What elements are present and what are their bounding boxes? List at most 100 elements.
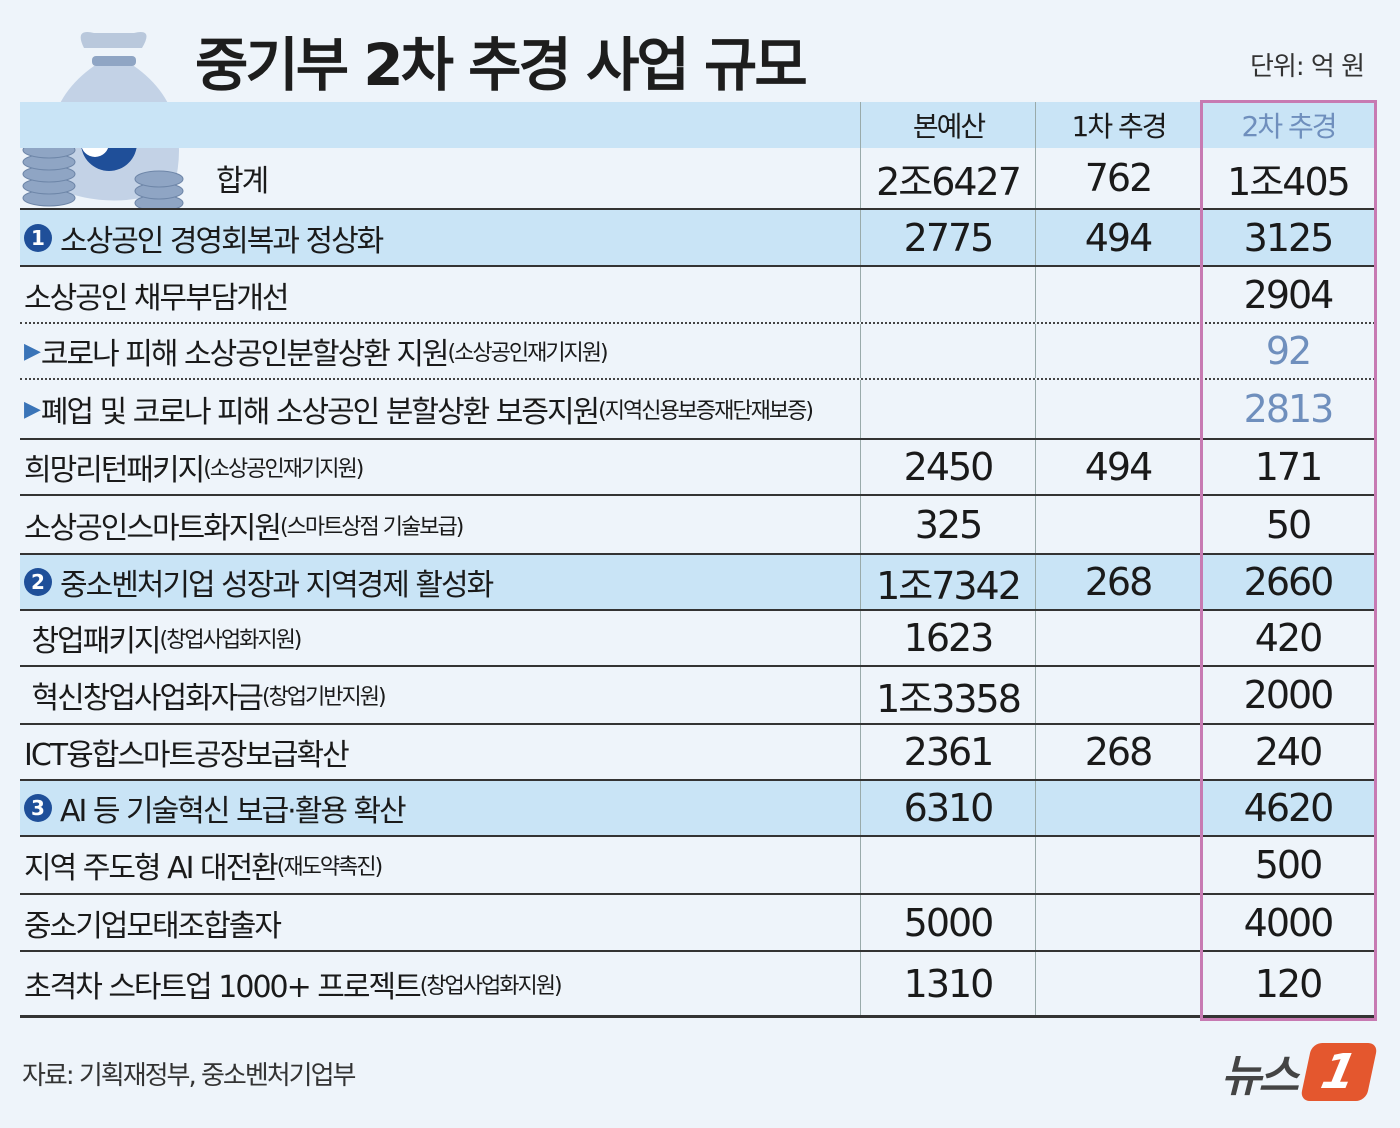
row-label-cell: 소상공인스마트화지원 (스마트상점 기술보급): [20, 496, 860, 553]
value-base-budget: 6310: [860, 781, 1035, 835]
value-first-supplementary: [1035, 895, 1200, 950]
triangle-bullet-icon: ▶: [24, 338, 41, 364]
table-row: ICT융합스마트공장보급확산 2361 268 240: [20, 725, 1375, 781]
value-base-budget: 5000: [860, 895, 1035, 950]
section-row: 3 AI 등 기술혁신 보급·활용 확산 6310 4620: [20, 781, 1375, 837]
row-label-cell: 3 AI 등 기술혁신 보급·활용 확산: [20, 781, 860, 835]
budget-table: 합계 2조6427 762 1조405 1 소상공인 경영회복과 정상화 2775 494 31…: [20, 148, 1375, 1018]
section-row: 2 중소벤처기업 성장과 지역경제 활성화 1조7342 268 2660: [20, 555, 1375, 611]
row-label: 코로나 피해 소상공인분할상환 지원: [40, 337, 450, 372]
value-base-budget: 2775: [860, 210, 1035, 265]
value-second-supplementary: 3125: [1200, 210, 1375, 265]
table-row: 희망리턴패키지 (소상공인재기지원) 2450 494 171: [20, 440, 1375, 496]
value-base-budget: [860, 380, 1035, 438]
row-sublabel: (소상공인재기지원): [203, 457, 364, 482]
value-second-supplementary: 92: [1200, 324, 1375, 378]
table-row: 창업패키지 (창업사업화지원) 1623 420: [20, 611, 1375, 667]
value-second-supplementary: 2000: [1200, 667, 1375, 723]
row-label: 소상공인 경영회복과 정상화: [60, 223, 384, 259]
value-second-supplementary: 4000: [1200, 895, 1375, 950]
row-label-cell: 혁신창업사업화자금 (창업기반지원): [20, 667, 860, 723]
value-first-supplementary: 268: [1035, 725, 1200, 779]
table-header: 본예산 1차 추경 2차 추경: [20, 102, 1375, 148]
value-base-budget: 2450: [860, 440, 1035, 494]
value-second-supplementary: 50: [1200, 496, 1375, 553]
table-row: 소상공인 채무부담개선 2904: [20, 267, 1375, 324]
value-base-budget: 1조7342: [860, 555, 1035, 609]
row-sublabel: (재도약촉진): [276, 855, 383, 880]
row-sublabel: (창업사업화지원): [419, 973, 563, 999]
value-first-supplementary: [1035, 781, 1200, 835]
value-base-budget: [860, 837, 1035, 893]
row-label-cell: 창업패키지 (창업사업화지원): [20, 611, 860, 665]
value-base-budget: 2361: [860, 725, 1035, 779]
row-label: 지역 주도형 AI 대전환: [24, 851, 279, 886]
page-title: 중기부 2차 추경 사업 규모: [195, 31, 808, 99]
row-sublabel: (소상공인재기지원): [447, 341, 609, 366]
value-second-supplementary: 120: [1200, 952, 1375, 1015]
row-label: 창업패키지: [24, 624, 162, 659]
row-label-cell: ICT융합스마트공장보급확산: [20, 725, 860, 779]
column-header-base-budget: 본예산: [860, 102, 1036, 148]
row-label: AI 등 기술혁신 보급·활용 확산: [60, 794, 407, 829]
value-first-supplementary: 268: [1035, 555, 1200, 609]
value-base-budget: 1310: [860, 952, 1035, 1015]
row-sublabel: (스마트상점 기술보급): [280, 514, 464, 540]
row-label: 합계: [216, 164, 269, 199]
row-label-cell: 2 중소벤처기업 성장과 지역경제 활성화: [20, 555, 860, 609]
row-label: 폐업 및 코로나 피해 소상공인 분할상환 보증지원: [40, 395, 600, 430]
row-label: 소상공인 채무부담개선: [24, 280, 290, 316]
row-sublabel: (창업사업화지원): [159, 628, 303, 653]
value-base-budget: [860, 267, 1035, 322]
row-label: ICT융합스마트공장보급확산: [24, 738, 350, 773]
row-label: 중소기업모태조합출자: [24, 908, 282, 944]
table-row: 중소기업모태조합출자 5000 4000: [20, 895, 1375, 952]
value-base-budget: 1623: [860, 611, 1035, 665]
value-second-supplementary: 2904: [1200, 267, 1375, 322]
table-row: 지역 주도형 AI 대전환 (재도약촉진) 500: [20, 837, 1375, 895]
row-label: 혁신창업사업화자금: [24, 681, 264, 716]
value-first-supplementary: 762: [1035, 148, 1200, 208]
row-label-cell: 합계: [20, 148, 860, 208]
value-base-budget: 2조6427: [860, 148, 1035, 208]
value-second-supplementary: 171: [1200, 440, 1375, 494]
column-header-second-supplementary: 2차 추경: [1200, 102, 1376, 148]
section-number-badge: 3: [24, 794, 52, 822]
table-row: ▶ 폐업 및 코로나 피해 소상공인 분할상환 보증지원 (지역신용보증재단재보증)…: [20, 380, 1375, 440]
value-first-supplementary: [1035, 324, 1200, 378]
value-first-supplementary: [1035, 837, 1200, 893]
value-second-supplementary: 240: [1200, 725, 1375, 779]
value-first-supplementary: [1035, 611, 1200, 665]
value-second-supplementary: 420: [1200, 611, 1375, 665]
value-base-budget: 325: [860, 496, 1035, 553]
value-second-supplementary: 500: [1200, 837, 1375, 893]
value-first-supplementary: [1035, 267, 1200, 322]
value-first-supplementary: [1035, 380, 1200, 438]
value-first-supplementary: 494: [1035, 440, 1200, 494]
news1-logo: 뉴스 1: [1221, 1040, 1379, 1104]
row-sublabel: (창업기반지원): [261, 685, 387, 710]
row-sublabel: (지역신용보증재단재보증): [598, 399, 814, 424]
value-second-supplementary: 2813: [1200, 380, 1375, 438]
table-row: 합계 2조6427 762 1조405: [20, 148, 1375, 210]
row-label-cell: ▶ 코로나 피해 소상공인분할상환 지원 (소상공인재기지원): [20, 324, 860, 378]
row-label-cell: ▶ 폐업 및 코로나 피해 소상공인 분할상환 보증지원 (지역신용보증재단재보증): [20, 380, 860, 438]
value-first-supplementary: [1035, 952, 1200, 1015]
section-number-badge: 2: [24, 568, 52, 596]
logo-mark: 1: [1299, 1043, 1379, 1101]
value-first-supplementary: [1035, 496, 1200, 553]
row-label-cell: 초격차 스타트업 1000+ 프로젝트 (창업사업화지원): [20, 952, 860, 1015]
logo-text: 뉴스: [1221, 1051, 1299, 1102]
row-label-cell: 희망리턴패키지 (소상공인재기지원): [20, 440, 860, 494]
table-row: 초격차 스타트업 1000+ 프로젝트 (창업사업화지원) 1310 120: [20, 952, 1375, 1018]
row-label: 중소벤처기업 성장과 지역경제 활성화: [60, 568, 494, 603]
value-base-budget: 1조3358: [860, 667, 1035, 723]
row-label-cell: 지역 주도형 AI 대전환 (재도약촉진): [20, 837, 860, 893]
row-label: 초격차 스타트업 1000+ 프로젝트: [24, 969, 422, 1005]
row-label: 희망리턴패키지: [24, 453, 205, 488]
value-first-supplementary: 494: [1035, 210, 1200, 265]
table-row: 소상공인스마트화지원 (스마트상점 기술보급) 325 50: [20, 496, 1375, 555]
row-label: 소상공인스마트화지원: [24, 510, 282, 546]
section-number-badge: 1: [24, 223, 52, 252]
column-header-first-supplementary: 1차 추경: [1035, 102, 1201, 148]
